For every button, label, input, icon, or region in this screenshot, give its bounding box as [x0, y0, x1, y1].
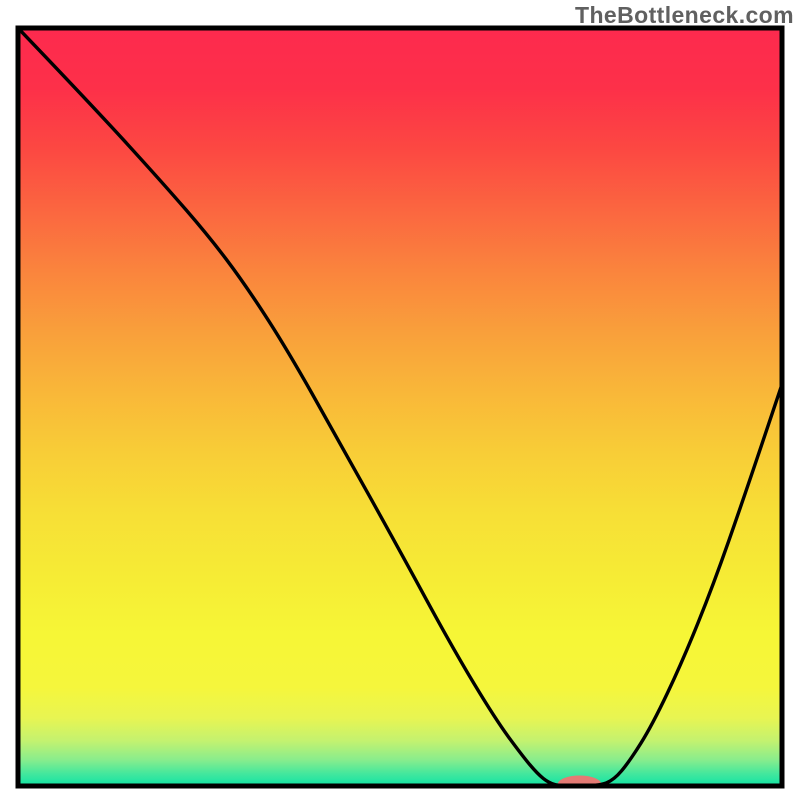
chart-stage: TheBottleneck.com — [0, 0, 800, 800]
watermark-text: TheBottleneck.com — [575, 2, 794, 29]
bottleneck-chart — [0, 0, 800, 800]
plot-background — [18, 28, 782, 786]
